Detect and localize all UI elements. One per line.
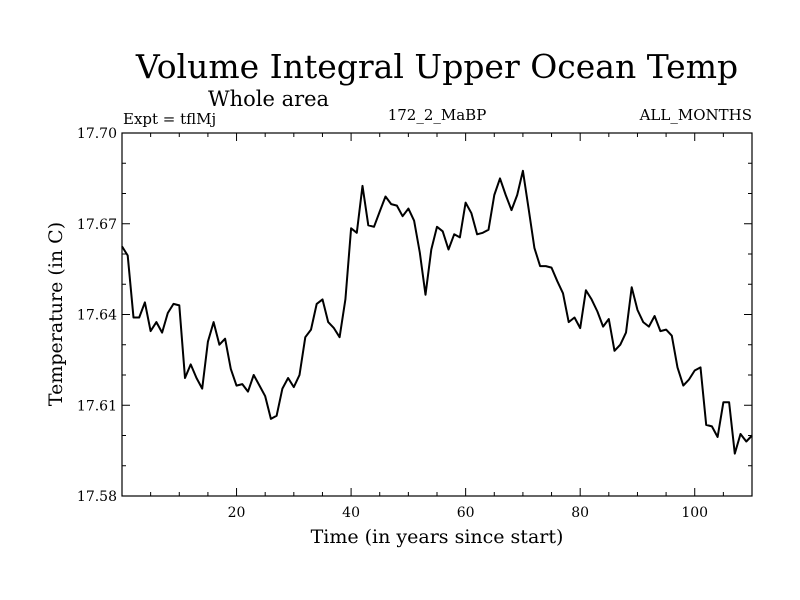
y-tick-label: 17.61 — [77, 398, 117, 414]
x-axis-label: Time (in years since start) — [311, 526, 564, 548]
y-axis-ticks: 17.58 17.61 17.64 17.67 17.70 — [77, 126, 752, 505]
y-axis-label: Temperature (in C) — [45, 222, 67, 406]
experiment-label: Expt = tflMj — [123, 110, 216, 128]
y-tick-label: 17.64 — [77, 308, 117, 324]
y-tick-label: 17.67 — [77, 217, 117, 233]
chart-title: Volume Integral Upper Ocean Temp — [135, 47, 738, 86]
x-tick-label: 80 — [571, 505, 589, 521]
x-tick-label: 100 — [681, 505, 708, 521]
x-axis-ticks: 20 40 60 80 100 — [150, 133, 724, 521]
months-label: ALL_MONTHS — [639, 106, 752, 124]
y-tick-label: 17.70 — [77, 126, 117, 142]
series-group — [121, 169, 753, 455]
x-tick-label: 20 — [228, 505, 246, 521]
chart-subtitle: Whole area — [208, 87, 329, 111]
x-tick-label: 60 — [457, 505, 475, 521]
run-label: 172_2_MaBP — [388, 106, 487, 124]
plot-frame — [121, 132, 753, 497]
y-tick-label: 17.58 — [77, 489, 117, 505]
x-tick-label: 40 — [342, 505, 360, 521]
series-line — [121, 169, 753, 455]
